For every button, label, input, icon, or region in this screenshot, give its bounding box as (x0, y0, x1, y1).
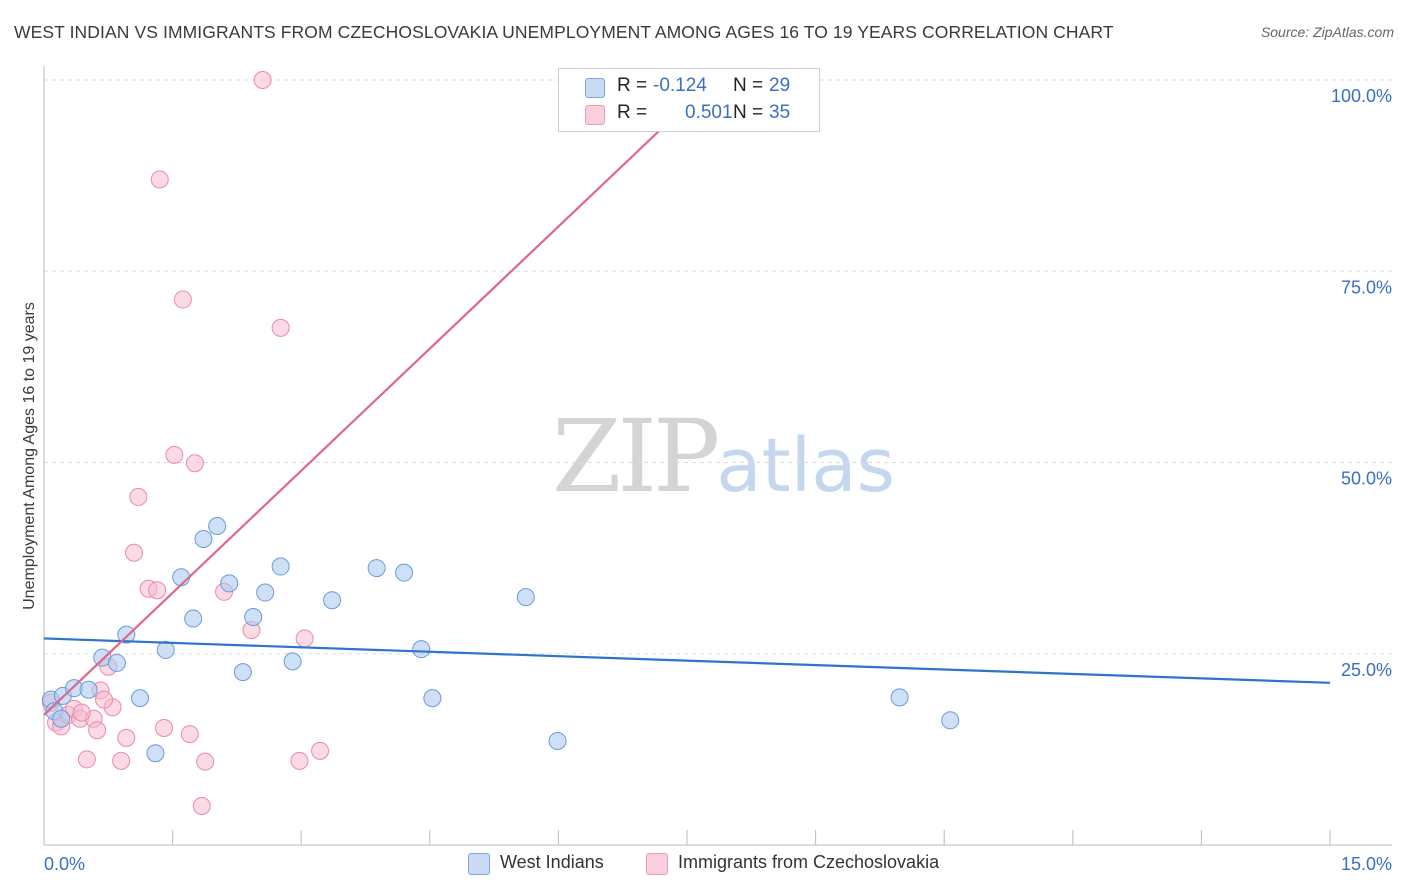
legend-n-value: 35 (769, 102, 791, 123)
x-tick-label-right: 15.0% (1341, 854, 1392, 874)
data-point-czechoslovakia (185, 454, 204, 473)
legend-swatch-pink (646, 853, 668, 875)
legend-n-value: 29 (769, 75, 791, 96)
y-tick-label: 25.0% (1341, 660, 1392, 680)
data-point-czechoslovakia (77, 750, 96, 769)
data-point-west-indians (548, 731, 567, 750)
axes (43, 66, 1392, 846)
watermark-atlas: atlas (716, 423, 896, 509)
data-point-west-indians (323, 591, 342, 610)
watermark: ZIPatlas (552, 398, 895, 515)
y-tick-label: 100.0% (1331, 86, 1392, 106)
data-point-czechoslovakia (125, 543, 144, 562)
data-point-west-indians (412, 640, 431, 659)
data-point-west-indians (194, 530, 213, 548)
data-point-czechoslovakia (311, 741, 330, 760)
y-tick-label: 50.0% (1341, 469, 1392, 489)
data-point-west-indians (184, 609, 203, 628)
data-point-czechoslovakia (129, 487, 148, 506)
trend-line-west-indians (43, 637, 1331, 684)
watermark-zip: ZIP (552, 398, 720, 515)
data-point-west-indians (244, 608, 263, 627)
y-tick-label: 75.0% (1341, 277, 1392, 297)
data-point-west-indians (271, 557, 290, 576)
legend-swatch-blue (468, 853, 490, 875)
legend-label: West Indians (500, 852, 604, 872)
trend-line-czechoslovakia (43, 79, 714, 716)
y-tick-labels: 25.0% 50.0% 75.0% 100.0% (1331, 86, 1392, 680)
data-point-czechoslovakia (173, 290, 192, 309)
data-point-czechoslovakia (150, 170, 169, 189)
data-point-west-indians (283, 652, 302, 671)
data-point-czechoslovakia (253, 71, 272, 89)
data-point-czechoslovakia (155, 718, 174, 737)
series-west-indians-points (41, 516, 960, 763)
data-point-czechoslovakia (72, 703, 91, 722)
chart-title: WEST INDIAN VS IMMIGRANTS FROM CZECHOSLO… (14, 22, 1114, 42)
data-point-west-indians (220, 574, 239, 593)
legend-n-label: N = (733, 75, 764, 96)
legend-swatch-pink (585, 105, 605, 125)
data-point-west-indians (423, 689, 442, 708)
grid-lines (44, 79, 1392, 655)
data-point-west-indians (146, 744, 165, 763)
data-point-west-indians (79, 680, 98, 699)
trend-lines (43, 79, 1331, 716)
x-tick-labels: 0.0% 15.0% (44, 854, 1392, 874)
data-point-west-indians (516, 588, 535, 607)
data-point-west-indians (107, 653, 126, 672)
legend-swatch-blue (585, 78, 605, 98)
data-point-czechoslovakia (180, 725, 199, 744)
data-point-czechoslovakia (148, 581, 167, 600)
data-point-czechoslovakia (117, 728, 136, 747)
legend-r-label: R = (617, 75, 648, 96)
data-point-czechoslovakia (88, 721, 107, 740)
series-czechoslovakia-points (41, 71, 330, 815)
source-label: Source: ZipAtlas.com (1260, 24, 1394, 40)
data-point-west-indians (131, 689, 150, 708)
legend-r-value: 0.501 (685, 102, 733, 123)
data-point-czechoslovakia (271, 318, 290, 337)
legend-r-value: -0.124 (653, 75, 707, 96)
data-point-czechoslovakia (95, 690, 114, 709)
data-point-czechoslovakia (165, 445, 184, 464)
data-point-west-indians (395, 563, 414, 582)
data-point-czechoslovakia (196, 752, 215, 771)
data-point-czechoslovakia (112, 751, 131, 770)
data-point-west-indians (156, 640, 175, 659)
data-point-west-indians (52, 709, 71, 728)
legend-n-label: N = (733, 102, 764, 123)
data-point-czechoslovakia (192, 796, 211, 815)
data-point-west-indians (256, 583, 275, 602)
data-point-czechoslovakia (290, 751, 309, 770)
data-point-west-indians (117, 625, 136, 644)
data-point-west-indians (890, 688, 909, 707)
legend-label: Immigrants from Czechoslovakia (678, 852, 940, 872)
data-point-west-indians (233, 663, 252, 682)
data-point-west-indians (367, 559, 386, 578)
data-point-west-indians (941, 711, 960, 730)
correlation-legend: R = -0.124 N = 29 R = 0.501 N = 35 (558, 68, 820, 132)
data-point-west-indians (208, 516, 227, 535)
legend-r-label: R = (617, 102, 648, 123)
x-tick-label-left: 0.0% (44, 854, 85, 874)
data-point-czechoslovakia (295, 629, 314, 648)
